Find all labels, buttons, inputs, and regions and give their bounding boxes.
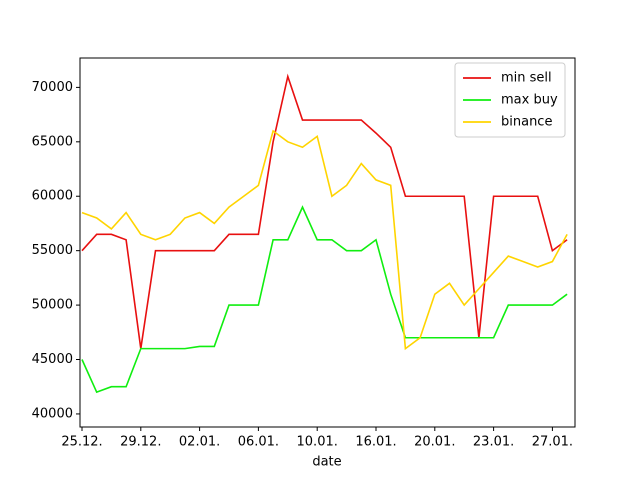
series-line [81,205,568,394]
y-tick-label: 55000 [32,243,73,258]
y-tick-label: 40000 [32,406,73,421]
y-tick-label: 50000 [32,298,73,313]
x-axis-label: date [312,455,341,470]
x-tick-label: 20.01. [414,435,455,450]
legend-label: binance [501,115,552,130]
legend-label: max buy [501,93,558,108]
y-tick-label: 70000 [32,80,73,95]
x-tick-label: 02.01. [179,435,220,450]
x-tick-label: 27.01. [532,435,573,450]
x-tick-label: 29.12. [120,435,161,450]
x-tick-label: 16.01. [355,435,396,450]
legend-label: min sell [501,71,552,86]
x-tick-label: 06.01. [238,435,279,450]
x-tick-label: 23.01. [473,435,514,450]
y-tick-label: 65000 [32,134,73,149]
x-tick-label: 25.12. [61,435,102,450]
series-line [81,129,568,351]
x-tick-label: 10.01. [297,435,338,450]
series-line [81,73,568,349]
y-tick-label: 60000 [32,189,73,204]
y-tick-label: 45000 [32,352,73,367]
legend-box [454,62,566,138]
plot-frame [79,57,576,428]
